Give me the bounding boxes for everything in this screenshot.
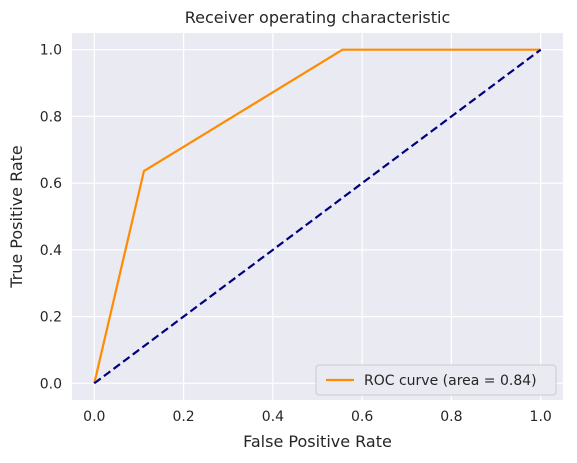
legend-entry-roc-curve: ROC curve (area = 0.84) — [364, 373, 537, 389]
x-tick-label: 0.2 — [172, 409, 194, 425]
chance-diagonal-line — [93, 48, 542, 385]
series-layer — [93, 48, 542, 385]
x-axis-label: False Positive Rate — [243, 432, 392, 451]
y-tick-label: 0.0 — [40, 376, 62, 392]
x-tick-label: 1.0 — [530, 409, 552, 425]
tick-labels: 0.0 0.2 0.4 0.6 0.8 1.0 0.0 0.2 0.4 0.6 0.8 1.0 — [40, 43, 552, 425]
y-axis-label: True Positive Rate — [7, 145, 26, 289]
roc-curve-line — [93, 48, 541, 384]
legend: ROC curve (area = 0.84) — [315, 364, 557, 396]
y-tick-label: 0.2 — [40, 310, 62, 326]
x-tick-label: 0.0 — [83, 409, 105, 425]
y-tick-label: 0.6 — [40, 176, 62, 192]
x-tick-label: 0.8 — [440, 409, 462, 425]
grid-lines — [72, 33, 563, 400]
chart-title: Receiver operating characteristic — [185, 8, 451, 27]
y-tick-label: 1.0 — [40, 43, 62, 59]
y-tick-label: 0.8 — [40, 109, 62, 125]
legend-box — [315, 364, 557, 396]
x-tick-label: 0.6 — [351, 409, 373, 425]
x-tick-label: 0.4 — [262, 409, 284, 425]
y-tick-label: 0.4 — [40, 243, 62, 259]
